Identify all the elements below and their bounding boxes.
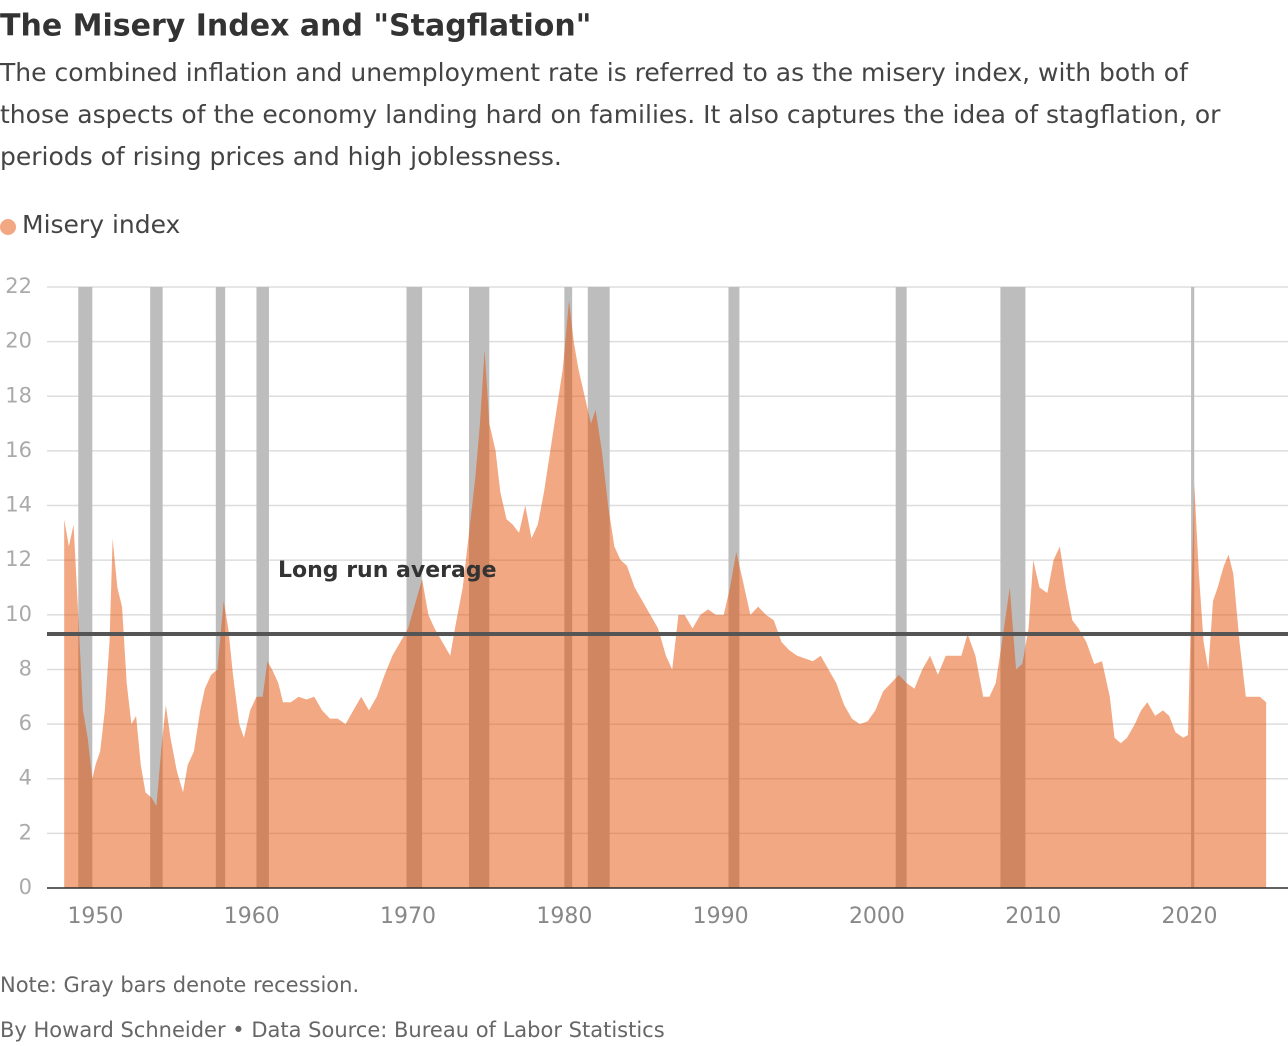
recession-bar	[895, 287, 907, 888]
x-tick-label: 2020	[1162, 904, 1218, 929]
recession-bar	[587, 287, 610, 888]
chart-title: The Misery Index and "Stagflation"	[0, 9, 591, 44]
x-tick-label: 1960	[224, 904, 280, 929]
y-tick-label: 14	[5, 493, 32, 517]
recession-bar	[150, 287, 163, 888]
y-tick-label: 4	[19, 766, 32, 790]
legend-label: Misery index	[22, 210, 180, 239]
y-tick-label: 12	[5, 547, 32, 571]
y-tick-label: 0	[19, 875, 32, 899]
x-tick-label: 1970	[380, 904, 436, 929]
subtitle: periods of rising prices and high jobles…	[0, 142, 562, 171]
credit: By Howard Schneider • Data Source: Burea…	[0, 1018, 665, 1042]
recession-bar	[215, 287, 226, 888]
x-tick-label: 1950	[67, 904, 123, 929]
recession-bar	[1000, 287, 1026, 888]
average-label: Long run average	[278, 558, 497, 583]
recession-bar	[564, 287, 573, 888]
subtitle: those aspects of the economy landing har…	[0, 100, 1221, 129]
y-tick-label: 10	[5, 602, 32, 626]
recession-bar	[728, 287, 740, 888]
recession-bar	[78, 287, 93, 888]
y-tick-label: 16	[5, 438, 32, 462]
x-tick-label: 2000	[849, 904, 905, 929]
legend-swatch	[0, 219, 16, 235]
recession-bar	[256, 287, 269, 888]
subtitle: The combined inflation and unemployment …	[0, 58, 1189, 87]
y-tick-label: 22	[5, 274, 32, 298]
x-tick-label: 2010	[1005, 904, 1061, 929]
area	[64, 300, 1267, 889]
recession-bar	[469, 287, 490, 888]
y-tick-label: 20	[5, 329, 32, 353]
x-tick-label: 1980	[536, 904, 592, 929]
y-tick-label: 8	[19, 656, 32, 680]
x-tick-label: 1990	[693, 904, 749, 929]
y-tick-label: 18	[5, 383, 32, 407]
y-tick-label: 6	[19, 711, 32, 735]
y-tick-label: 2	[19, 820, 32, 844]
recession-bar	[1191, 287, 1195, 888]
note: Note: Gray bars denote recession.	[0, 973, 359, 997]
recession-bar	[406, 287, 423, 888]
